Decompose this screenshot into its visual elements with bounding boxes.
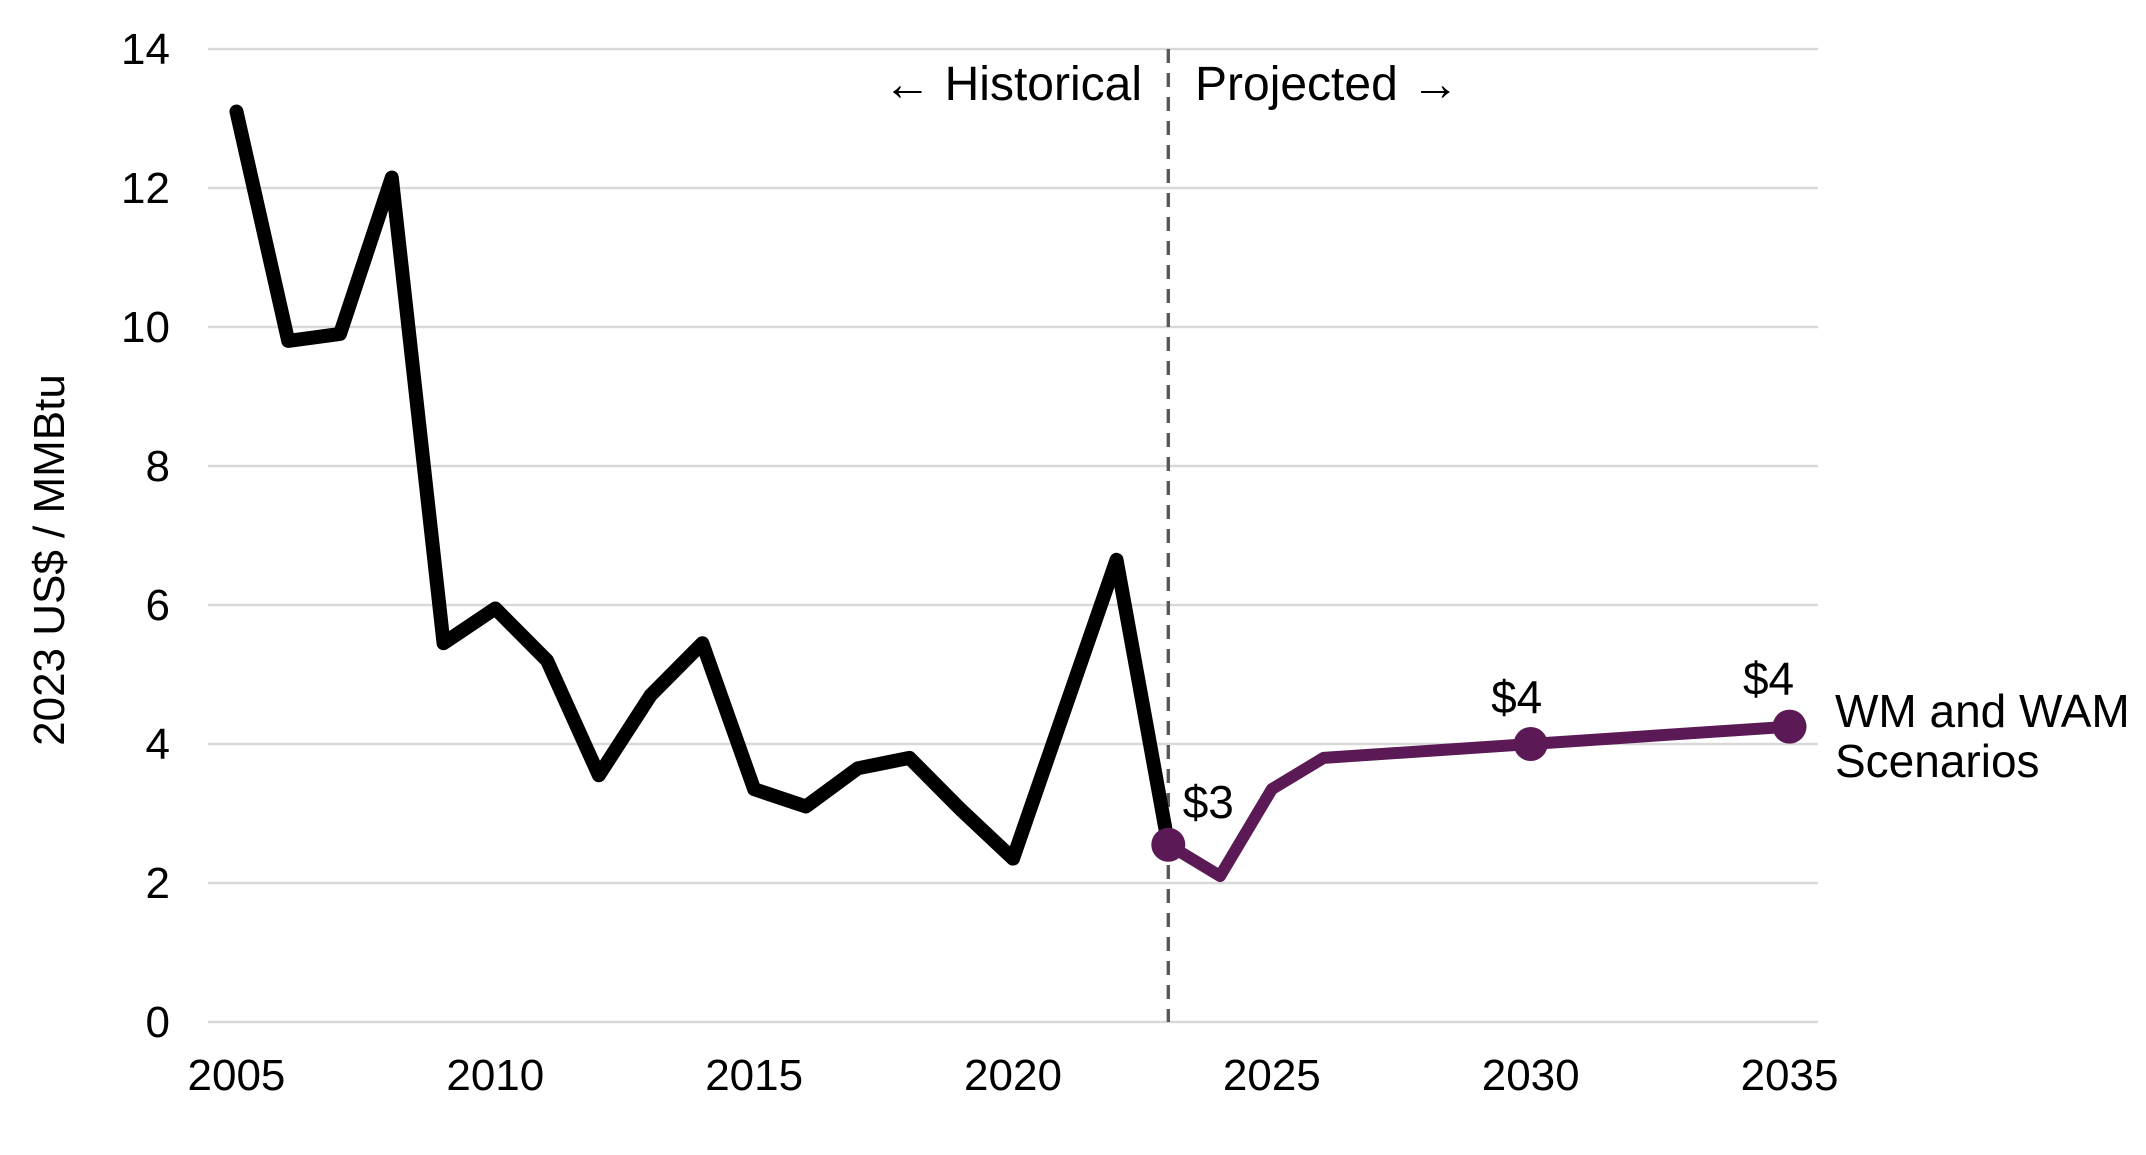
series-line-projected (1162, 720, 1796, 883)
data-marker-2023 (1151, 827, 1186, 862)
x-tick-label-2005: 2005 (188, 1051, 286, 1100)
y-tick-label-12: 12 (121, 164, 170, 213)
x-tick-label-2035: 2035 (1741, 1051, 1839, 1100)
data-marker-2030 (1513, 727, 1548, 761)
data-marker-2035 (1772, 709, 1807, 744)
y-tick-label-0: 0 (146, 998, 170, 1047)
y-tick-label-2: 2 (146, 859, 170, 908)
y-tick-label-14: 14 (121, 25, 170, 74)
data-label-2023: $3 (1183, 776, 1234, 828)
y-tick-label-6: 6 (146, 581, 170, 630)
y-tick-label-8: 8 (146, 442, 170, 491)
x-tick-label-2025: 2025 (1223, 1051, 1321, 1100)
x-tick-label-2030: 2030 (1482, 1051, 1580, 1100)
x-tick-label-2020: 2020 (964, 1051, 1062, 1100)
y-tick-label-4: 4 (146, 720, 170, 769)
x-tick-label-2010: 2010 (446, 1051, 544, 1100)
data-label-2035: $4 (1743, 653, 1794, 705)
series-line-historical (229, 104, 1176, 866)
y-tick-label-10: 10 (121, 303, 170, 352)
data-label-2030: $4 (1491, 671, 1542, 723)
x-tick-label-2015: 2015 (705, 1051, 803, 1100)
